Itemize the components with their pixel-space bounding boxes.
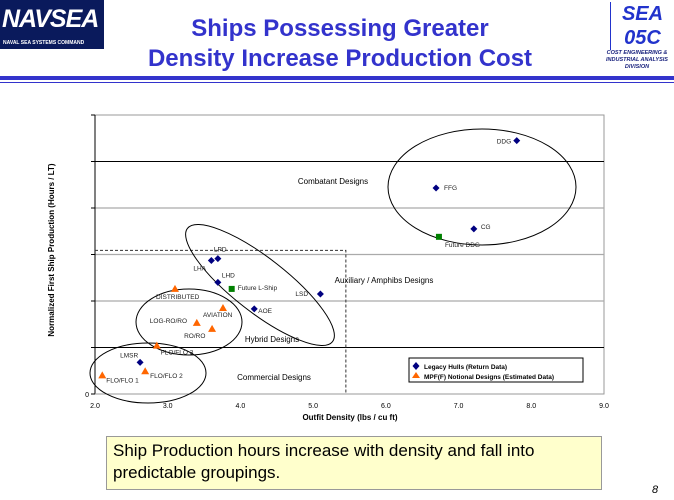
data-point-diamond: [214, 255, 222, 263]
legend-triangle-icon: [412, 372, 420, 378]
header-divider-thin: [0, 82, 674, 83]
data-label: DISTRIBUTED: [156, 294, 200, 301]
x-tick-label: 3.0: [163, 403, 173, 410]
header-divider: [0, 76, 674, 80]
data-label: LHA: [193, 266, 206, 273]
slide-title: Ships Possessing Greater Density Increas…: [110, 14, 570, 74]
data-label: FFG: [444, 185, 457, 192]
data-point-triangle: [208, 324, 217, 332]
callout-box: Ship Production hours increase with dens…: [106, 436, 602, 490]
x-tick-label: 6.0: [381, 403, 391, 410]
group-annotation: Hybrid Designs: [245, 335, 299, 344]
sea-logo-line2: 05C: [610, 26, 674, 50]
x-axis-label: Outfit Density (lbs / cu ft): [302, 413, 397, 422]
data-label: Future DDG: [445, 242, 480, 249]
data-point-triangle: [192, 318, 201, 326]
data-label: AVIATION: [203, 312, 233, 319]
y-tick-label: 0: [85, 392, 89, 399]
data-point-triangle: [218, 303, 227, 311]
title-line-2: Density Increase Production Cost: [147, 45, 533, 72]
x-tick-label: 4.0: [236, 403, 246, 410]
combatant-ellipse: [387, 128, 577, 246]
data-label: LOG-RO/RO: [150, 318, 187, 325]
x-tick-label: 8.0: [526, 403, 536, 410]
sea-logo-line1: SEA: [610, 2, 674, 26]
title-line-1: Ships Possessing Greater: [191, 15, 489, 42]
page-number: 8: [652, 484, 659, 496]
sea-logo-sub3: DIVISION: [624, 64, 650, 70]
data-label: FLO/FLO 2: [150, 373, 183, 380]
legend-box: [408, 357, 584, 383]
data-label: FLO/FLO 1: [106, 377, 139, 384]
data-point-triangle: [170, 284, 179, 292]
data-point-diamond: [470, 225, 478, 233]
data-point-square: [435, 233, 442, 240]
data-label: LMSR: [120, 352, 138, 359]
x-tick-label: 2.0: [90, 403, 100, 410]
data-point-diamond: [316, 290, 324, 298]
amphib-ellipse: [185, 223, 335, 347]
y-axis-label: Normalized First Ship Production (Hours …: [47, 163, 56, 337]
data-label: Future L-Ship: [238, 285, 278, 292]
data-label: CG: [481, 224, 491, 231]
data-point-square: [228, 285, 235, 292]
group-annotation: Commercial Designs: [237, 373, 311, 382]
dashed-boundary: [95, 249, 347, 394]
sea-logo-sub1: COST ENGINEERING &: [606, 50, 668, 56]
data-label: AOE: [258, 308, 272, 315]
data-label: DDG: [497, 139, 511, 146]
group-annotation: Auxiliary / Amphibs Designs: [335, 276, 434, 285]
data-label: LHD: [222, 272, 235, 279]
navsea-logo: NAVSEA NAVAL SEA SYSTEMS COMMAND: [0, 0, 104, 49]
legend-label: Legacy Hulls (Return Data): [424, 364, 507, 371]
data-label: RO/RO: [184, 333, 205, 340]
data-point-diamond: [207, 257, 215, 265]
x-tick-label: 5.0: [308, 403, 318, 410]
data-point-diamond: [214, 278, 222, 286]
data-point-triangle: [98, 371, 107, 379]
data-point-diamond: [432, 184, 440, 192]
data-point-diamond: [250, 305, 258, 313]
sea-logo-sub2: INDUSTRIAL ANALYSIS: [606, 57, 668, 63]
navsea-logo-subtext: NAVAL SEA SYSTEMS COMMAND: [3, 40, 85, 46]
sea05c-logo: SEA 05C COST ENGINEERING & INDUSTRIAL AN…: [600, 2, 674, 71]
legend-diamond-icon: [412, 362, 420, 370]
group-annotation: Combatant Designs: [298, 177, 368, 186]
data-label: LSD: [295, 291, 308, 298]
data-point-triangle: [141, 367, 150, 375]
hybrid-ellipse: [135, 288, 243, 356]
data-point-diamond: [136, 358, 144, 366]
data-label: FLO/FLO 3: [161, 350, 194, 357]
navsea-logo-text: NAVSEA: [2, 5, 99, 33]
data-point-triangle: [152, 341, 161, 349]
x-tick-label: 9.0: [599, 403, 609, 410]
data-point-diamond: [513, 137, 521, 145]
data-label: LPD: [214, 247, 227, 254]
x-tick-label: 7.0: [454, 403, 464, 410]
commercial-ellipse: [89, 342, 207, 404]
legend-label: MPF(F) Notional Designs (Estimated Data): [424, 374, 554, 381]
